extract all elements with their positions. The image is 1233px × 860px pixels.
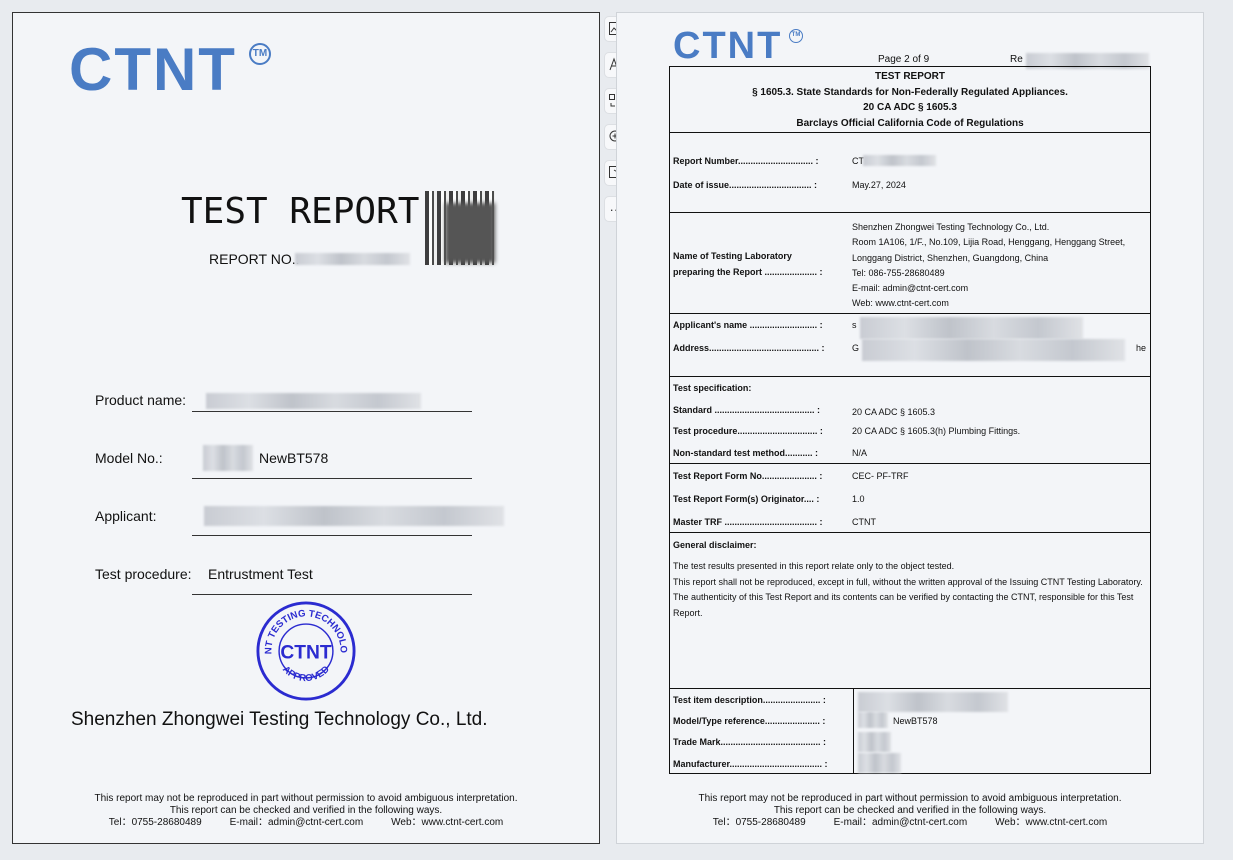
footer-email-p2: E-mail：admin@ctnt-cert.com bbox=[833, 817, 968, 828]
model-no-label: Model No.: bbox=[95, 450, 163, 466]
originator-label: Test Report Form(s) Originator.... : bbox=[673, 494, 820, 504]
footer-line2-p2: This report can be checked and verified … bbox=[773, 805, 1047, 816]
company-name: Shenzhen Zhongwei Testing Technology Co.… bbox=[71, 709, 488, 730]
product-name-line bbox=[192, 411, 472, 412]
footer-web: Web：www.ctnt-cert.com bbox=[391, 817, 504, 828]
footer-line1-p2: This report may not be reproduced in par… bbox=[698, 793, 1122, 804]
product-name-label: Product name: bbox=[95, 392, 187, 408]
report-ref-label: Re bbox=[1010, 54, 1023, 65]
applicant-name-label: Applicant's name .......................… bbox=[673, 320, 823, 330]
disclaimer-title: General disclaimer: bbox=[673, 540, 757, 550]
footer-contacts: Tel：0755-28680489 E-mail：admin@ctnt-cert.… bbox=[13, 817, 599, 829]
header-line4: Barclays Official California Code of Reg… bbox=[796, 117, 1024, 129]
nonstandard-value: N/A bbox=[852, 448, 868, 458]
trademark-icon-small: TM bbox=[789, 29, 803, 43]
master-trf-value: CTNT bbox=[852, 517, 876, 527]
test-procedure-line bbox=[192, 594, 472, 595]
standard-value: 20 CA ADC § 1605.3 bbox=[852, 407, 936, 417]
test-procedure-label: Test procedure: bbox=[95, 566, 192, 582]
footer-contacts-p2: Tel：0755-28680489 E-mail：admin@ctnt-cert.… bbox=[617, 817, 1203, 829]
procedure-value: 20 CA ADC § 1605.3(h) Plumbing Fittings. bbox=[852, 426, 1021, 436]
ctnt-logo: CTNT bbox=[69, 36, 237, 103]
footer-email: E-mail：admin@ctnt-cert.com bbox=[229, 817, 364, 828]
trf-no-label: Test Report Form No.....................… bbox=[673, 471, 823, 481]
approved-stamp: CTNT TESTING TECHNOLOGY CTNT APPROVED bbox=[256, 601, 356, 701]
stamp-center: CTNT bbox=[280, 643, 331, 664]
item-description-label: Test item description...................… bbox=[673, 695, 826, 705]
report-title: TEST REPORT bbox=[181, 191, 420, 232]
address-tail: he bbox=[1136, 343, 1147, 353]
master-trf-label: Master TRF .............................… bbox=[673, 517, 823, 527]
address-value: G bbox=[852, 343, 860, 353]
procedure-label: Test procedure..........................… bbox=[673, 426, 823, 436]
applicant-line bbox=[192, 535, 472, 536]
disclaimer-text: The test results presented in this repor… bbox=[673, 561, 1143, 618]
trade-mark-label: Trade Mark..............................… bbox=[673, 737, 827, 747]
lab-details: Shenzhen Zhongwei Testing Technology Co.… bbox=[852, 222, 1126, 309]
nonstandard-label: Non-standard test method........... : bbox=[673, 448, 819, 458]
trademark-icon: TM bbox=[249, 43, 271, 65]
table-header: TEST REPORT § 1605.3. State Standards for… bbox=[670, 69, 1150, 131]
report-info-table: TEST REPORT § 1605.3. State Standards for… bbox=[669, 66, 1151, 774]
report-no-label: REPORT NO.: bbox=[209, 251, 300, 267]
test-spec-title: Test specification: bbox=[673, 383, 752, 393]
model-no-line bbox=[192, 478, 472, 479]
report-page-2: CTNT TM Page 2 of 9 Re TEST REPORT § 1605… bbox=[616, 12, 1204, 844]
lab-label-2: preparing the Report ...................… bbox=[673, 267, 823, 277]
model-no-value: NewBT578 bbox=[259, 450, 329, 466]
applicant-label: Applicant: bbox=[95, 508, 157, 524]
test-procedure-value: Entrustment Test bbox=[208, 566, 313, 582]
footer-tel: Tel：0755-28680489 bbox=[108, 817, 202, 828]
footer-tel-p2: Tel：0755-28680489 bbox=[712, 817, 806, 828]
originator-value: 1.0 bbox=[852, 494, 865, 504]
header-line1: TEST REPORT bbox=[874, 71, 945, 82]
date-of-issue-value: May.27, 2024 bbox=[852, 180, 906, 190]
page-number: Page 2 of 9 bbox=[878, 54, 930, 65]
report-number-value: CT bbox=[852, 156, 864, 166]
report-number-label: Report Number...........................… bbox=[673, 156, 819, 166]
lab-label: Name of Testing Laboratory bbox=[673, 251, 792, 261]
header-line2: § 1605.3. State Standards for Non-Federa… bbox=[752, 86, 1068, 98]
date-of-issue-label: Date of issue...........................… bbox=[673, 180, 818, 190]
footer-line2: This report can be checked and verified … bbox=[169, 805, 443, 816]
applicant-name-value: s bbox=[852, 320, 857, 330]
cover-page: CTNT TM TEST REPORT REPORT NO.: Product … bbox=[12, 12, 600, 844]
model-reference-value: NewBT578 bbox=[893, 716, 938, 726]
ctnt-logo-small: CTNT bbox=[673, 25, 783, 67]
header-line3: 20 CA ADC § 1605.3 bbox=[863, 102, 957, 113]
manufacturer-label: Manufacturer............................… bbox=[673, 759, 828, 769]
footer-line1: This report may not be reproduced in par… bbox=[94, 793, 518, 804]
footer-web-p2: Web：www.ctnt-cert.com bbox=[995, 817, 1108, 828]
standard-label: Standard ...............................… bbox=[673, 405, 821, 415]
trf-no-value: CEC- PF-TRF bbox=[852, 471, 909, 481]
model-reference-label: Model/Type reference....................… bbox=[673, 716, 826, 726]
address-label: Address.................................… bbox=[673, 343, 825, 353]
svg-text:APPROVED: APPROVED bbox=[280, 664, 332, 684]
